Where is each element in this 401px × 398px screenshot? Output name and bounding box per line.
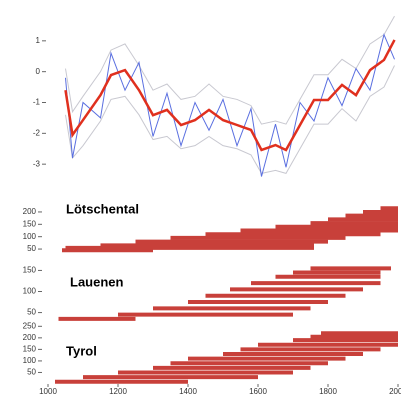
- y-tick-label: 0: [36, 67, 41, 76]
- y-tick-label: 200: [23, 207, 37, 216]
- y-tick-label: 50: [27, 368, 36, 377]
- y-tick-label: -1: [33, 98, 41, 107]
- y-tick-label: 100: [23, 232, 37, 241]
- y-tick-label: 150: [23, 219, 37, 228]
- series-line: [65, 33, 395, 177]
- x-tick-label: 2000: [389, 387, 401, 396]
- x-tick-label: 1600: [249, 387, 267, 396]
- y-tick-label: 150: [23, 344, 37, 353]
- x-tick-label: 1200: [109, 387, 127, 396]
- series-line: [65, 65, 395, 175]
- y-tick-label: 150: [23, 266, 37, 275]
- y-tick-label: 1: [36, 36, 41, 45]
- y-tick-label: 100: [23, 356, 37, 365]
- panel-title: Tyrol: [66, 343, 97, 358]
- y-tick-label: -3: [33, 159, 41, 168]
- y-tick-label: 50: [27, 308, 36, 317]
- y-tick-label: 250: [23, 321, 37, 330]
- panel-title: Lauenen: [70, 274, 124, 289]
- y-tick-label: 100: [23, 287, 37, 296]
- panel-title: Lötschental: [66, 201, 139, 216]
- y-tick-label: 50: [27, 244, 36, 253]
- series-line: [65, 15, 395, 125]
- x-tick-label: 1800: [319, 387, 337, 396]
- y-tick-label: 200: [23, 333, 37, 342]
- series-line: [64, 39, 396, 152]
- x-tick-label: 1400: [179, 387, 197, 396]
- y-tick-label: -2: [33, 128, 41, 137]
- x-tick-label: 1000: [39, 387, 57, 396]
